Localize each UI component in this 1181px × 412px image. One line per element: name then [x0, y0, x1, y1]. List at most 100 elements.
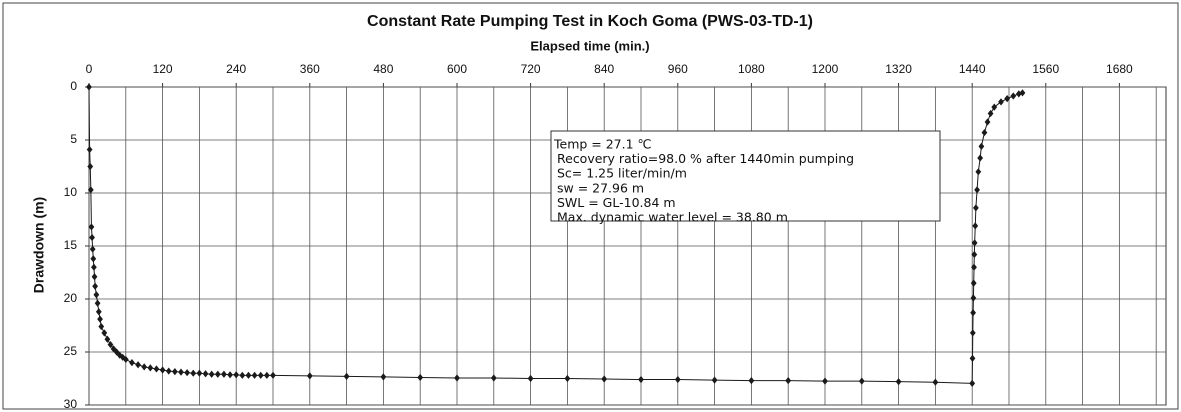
data-point — [165, 367, 172, 375]
data-point — [233, 371, 240, 379]
annotation-line: Recovery ratio=98.0 % after 1440min pump… — [557, 151, 854, 166]
annotation-line: sw = 27.96 m — [557, 180, 644, 195]
data-point — [306, 372, 313, 380]
chart-title: Constant Rate Pumping Test in Koch Goma … — [367, 13, 813, 30]
data-point — [104, 335, 111, 343]
data-point — [975, 168, 982, 176]
data-point — [998, 98, 1004, 106]
data-point — [245, 371, 252, 379]
y-tick-label: 20 — [64, 291, 78, 305]
data-point — [1004, 95, 1011, 103]
x-tick-label: 840 — [594, 62, 614, 76]
data-point — [87, 162, 94, 171]
y-tick-label: 30 — [64, 397, 78, 411]
data-point — [981, 128, 988, 137]
data-point — [674, 375, 681, 384]
data-point — [822, 377, 828, 385]
data-point — [972, 204, 979, 212]
data-point — [417, 373, 424, 382]
data-point — [527, 374, 534, 383]
x-tick-label: 1080 — [738, 62, 765, 76]
data-point — [147, 364, 154, 372]
data-point — [490, 374, 497, 382]
data-point — [119, 353, 126, 361]
data-point — [178, 368, 184, 376]
data-point — [93, 291, 100, 299]
annotation-line: SWL = GL-10.84 m — [557, 195, 676, 210]
data-point — [87, 186, 94, 194]
data-point — [978, 142, 985, 150]
data-point — [932, 378, 939, 386]
data-point — [970, 309, 976, 317]
data-point — [135, 361, 141, 369]
x-tick-label: 120 — [153, 62, 173, 76]
y-tick-label: 15 — [64, 238, 78, 252]
data-point — [107, 340, 114, 349]
x-tick-label: 600 — [447, 62, 467, 76]
data-point — [190, 369, 197, 377]
data-point — [208, 370, 215, 378]
y-tick-label: 25 — [64, 344, 78, 358]
data-point — [638, 375, 644, 384]
data-point — [98, 322, 105, 331]
data-point — [86, 145, 93, 154]
data-point — [95, 308, 102, 316]
data-point — [91, 263, 97, 271]
x-tick-label: 1560 — [1032, 62, 1059, 76]
data-point — [748, 377, 755, 385]
data-point — [221, 370, 227, 378]
x-tick-label: 720 — [521, 62, 541, 76]
data-point — [991, 103, 998, 111]
data-point — [343, 372, 350, 380]
data-point — [601, 375, 608, 383]
data-point — [94, 299, 101, 307]
annotation-box — [550, 130, 941, 222]
data-point — [711, 376, 718, 384]
x-tick-label: 0 — [86, 62, 93, 76]
annotation-line: Sc= 1.25 liter/min/m — [557, 166, 687, 181]
data-point — [214, 370, 221, 378]
data-point — [251, 371, 258, 379]
data-point — [97, 315, 103, 323]
data-point — [141, 363, 148, 371]
data-point — [196, 369, 203, 377]
x-axis-label: Elapsed time (min.) — [530, 38, 649, 53]
x-tick-label: 1680 — [1106, 62, 1133, 76]
data-point — [89, 233, 95, 242]
y-axis-label: Drawdown (m) — [31, 197, 47, 293]
data-point — [1019, 89, 1026, 97]
data-point — [984, 118, 991, 126]
y-tick-label: 10 — [64, 185, 78, 199]
data-point — [785, 377, 792, 385]
x-tick-label: 480 — [373, 62, 393, 76]
data-point — [91, 273, 98, 281]
data-point — [858, 377, 865, 385]
data-point — [564, 374, 571, 383]
data-point — [159, 366, 166, 374]
data-point — [129, 359, 135, 367]
data-point — [86, 83, 92, 91]
x-tick-label: 1200 — [812, 62, 839, 76]
data-point — [970, 294, 977, 302]
data-point — [257, 371, 264, 379]
data-point — [971, 250, 978, 259]
data-point — [90, 255, 97, 263]
data-point — [239, 371, 246, 379]
data-point — [263, 371, 270, 379]
data-point — [88, 223, 95, 231]
data-point — [202, 370, 209, 378]
data-point — [969, 329, 976, 337]
data-point — [969, 354, 976, 362]
y-tick-label: 0 — [70, 79, 77, 93]
data-point — [171, 368, 178, 376]
data-point — [971, 263, 977, 271]
x-tick-label: 360 — [300, 62, 320, 76]
data-point — [987, 109, 994, 118]
data-point — [895, 378, 902, 386]
data-point — [977, 154, 984, 162]
annotation-line: Max. dynamic water level = 38.80 m — [557, 210, 788, 225]
data-point — [153, 365, 160, 373]
data-point — [270, 371, 276, 379]
data-point — [380, 373, 387, 381]
annotation-line: Temp = 27.1 ℃ — [553, 137, 652, 152]
